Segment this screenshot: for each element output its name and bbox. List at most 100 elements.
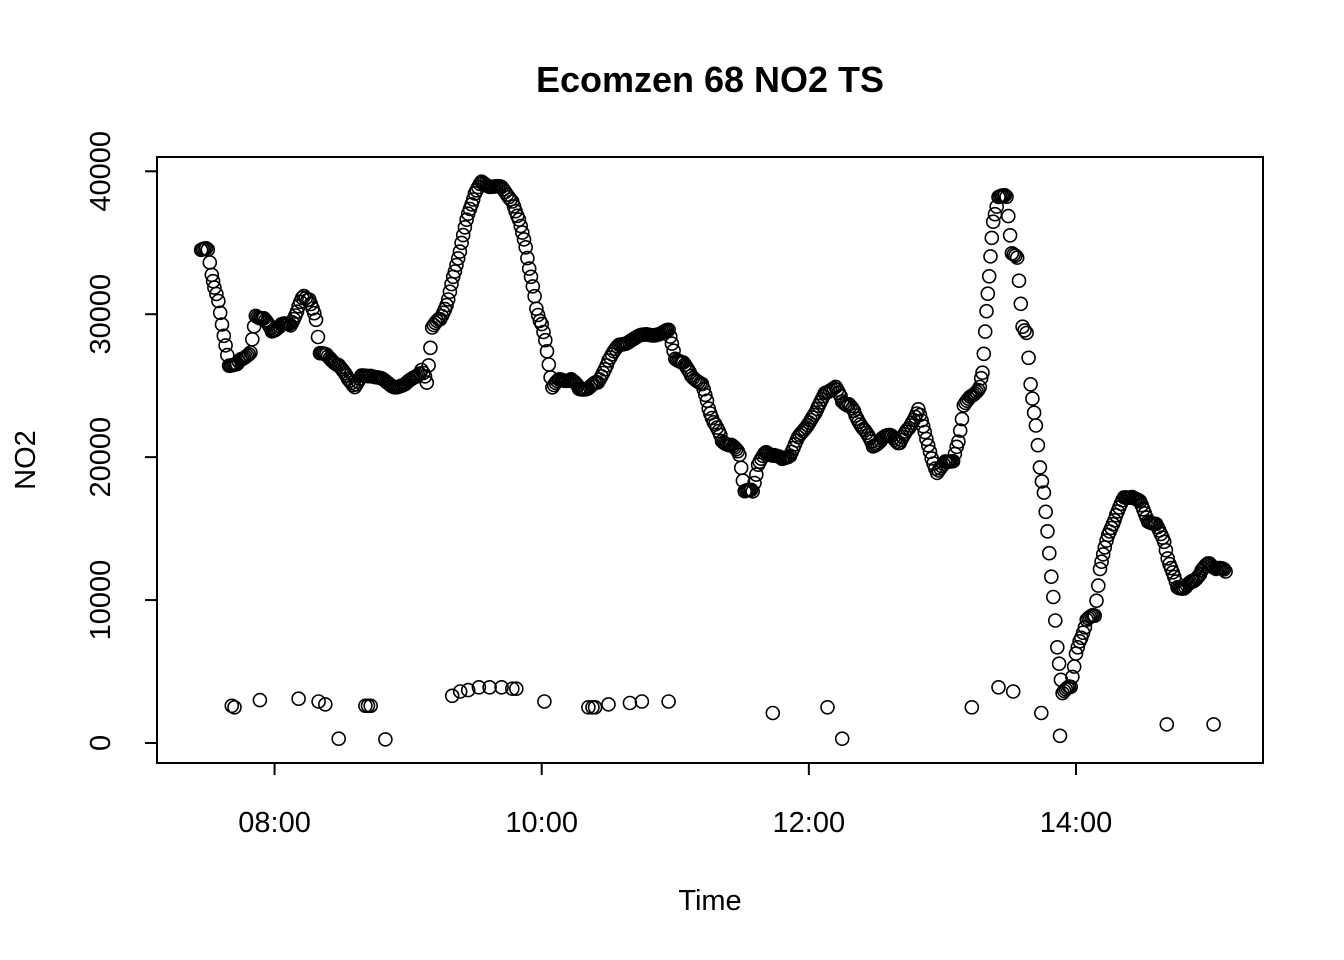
- data-point: [516, 232, 532, 247]
- data-point: [1052, 728, 1068, 744]
- data-point: [439, 297, 454, 313]
- data-point: [494, 679, 509, 695]
- data-point: [975, 365, 990, 381]
- data-point: [212, 305, 228, 321]
- data-point: [227, 699, 242, 715]
- data-point: [984, 230, 1000, 246]
- data-point: [1189, 570, 1204, 586]
- data-point: [331, 731, 347, 747]
- data-point: [1028, 418, 1044, 433]
- data-point: [447, 264, 463, 279]
- data-point: [951, 434, 966, 450]
- chart-title: Ecomzen 68 NO2 TS: [536, 59, 884, 100]
- data-point: [444, 688, 460, 704]
- data-point: [747, 475, 762, 491]
- data-point: [527, 288, 542, 304]
- data-point: [691, 374, 706, 390]
- data-point: [460, 682, 476, 698]
- data-point: [530, 307, 546, 323]
- data-point: [1034, 474, 1050, 489]
- data-point: [514, 225, 530, 240]
- data-point: [317, 697, 333, 712]
- data-point: [1009, 250, 1025, 265]
- data-point: [525, 279, 541, 294]
- data-point: [1030, 437, 1046, 453]
- x-tick-label: 10:00: [505, 807, 578, 839]
- data-point: [1218, 564, 1233, 579]
- y-tick-label: 0: [85, 735, 117, 751]
- data-point: [523, 269, 539, 285]
- data-point: [521, 261, 537, 276]
- data-point: [1065, 669, 1080, 685]
- data-point: [452, 244, 468, 259]
- data-point: [455, 227, 471, 243]
- x-tick-label: 12:00: [773, 807, 846, 839]
- data-point: [1032, 460, 1048, 475]
- data-point: [985, 214, 1001, 229]
- data-point: [622, 695, 638, 711]
- data-point: [976, 346, 992, 362]
- data-point: [440, 292, 456, 307]
- data-point: [745, 484, 761, 499]
- data-point: [306, 305, 322, 321]
- data-point: [1019, 325, 1034, 341]
- data-point: [765, 705, 781, 721]
- data-point: [662, 329, 678, 344]
- data-point: [240, 348, 255, 363]
- data-point: [983, 249, 998, 264]
- data-point: [727, 440, 742, 455]
- plot-frame: [156, 156, 1264, 764]
- data-point: [419, 375, 435, 390]
- data-point: [1005, 684, 1021, 699]
- data-point: [945, 453, 961, 469]
- data-point: [1017, 323, 1032, 338]
- data-point: [238, 349, 253, 365]
- data-point: [634, 694, 650, 709]
- x-tick-label: 14:00: [1040, 807, 1113, 839]
- data-point: [421, 358, 436, 373]
- data-point: [743, 482, 759, 498]
- y-axis: 0 10000 20000 30000 40000: [85, 131, 158, 751]
- data-point: [311, 694, 326, 709]
- data-point: [202, 255, 218, 270]
- data-point: [1026, 405, 1042, 421]
- data-point: [534, 316, 550, 332]
- data-point: [508, 681, 524, 697]
- data-point: [459, 212, 474, 227]
- data-point: [977, 324, 993, 339]
- data-point: [661, 694, 676, 709]
- data-point: [1094, 554, 1109, 570]
- data-point: [1158, 542, 1174, 558]
- data-point: [661, 322, 676, 338]
- data-point: [1013, 296, 1029, 312]
- data-point: [423, 340, 438, 356]
- data-point: [1203, 558, 1219, 573]
- data-point: [972, 379, 988, 395]
- data-point: [378, 732, 393, 747]
- data-point: [1099, 533, 1114, 548]
- data-point: [954, 411, 970, 427]
- data-point: [997, 188, 1013, 203]
- data-point: [999, 189, 1014, 205]
- data-point: [520, 250, 535, 266]
- data-point: [1159, 717, 1175, 732]
- data-point: [587, 699, 603, 715]
- data-point: [216, 328, 232, 344]
- data-point: [1063, 679, 1078, 695]
- data-point: [991, 679, 1006, 695]
- data-point: [1046, 589, 1061, 605]
- data-point: [1095, 547, 1111, 562]
- data-point: [207, 280, 222, 295]
- data-point: [917, 424, 933, 440]
- data-point: [1087, 608, 1102, 624]
- data-point: [911, 401, 926, 417]
- data-point: [1006, 247, 1022, 262]
- data-point: [504, 681, 520, 697]
- x-tick-label: 08:00: [238, 807, 311, 839]
- data-point: [697, 387, 713, 403]
- y-axis-label: NO2: [10, 430, 42, 490]
- data-point: [1050, 639, 1065, 655]
- data-point: [834, 394, 850, 409]
- data-point: [482, 679, 497, 695]
